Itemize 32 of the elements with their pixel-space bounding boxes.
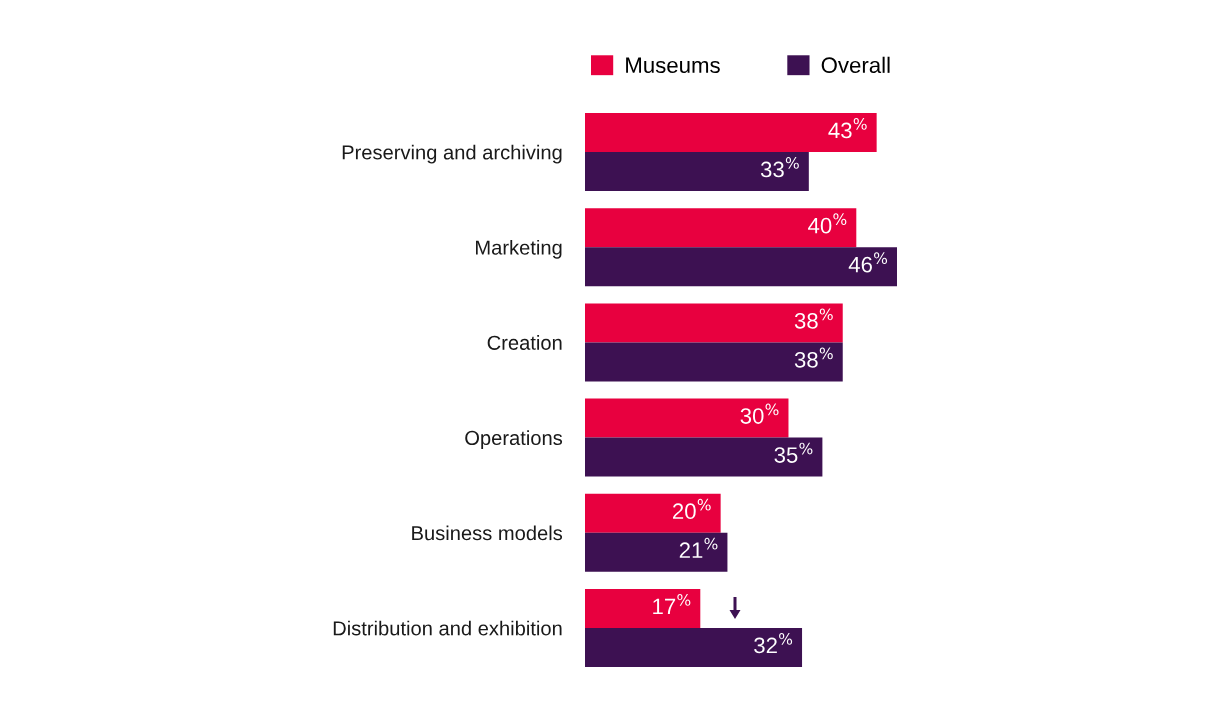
- data-label: 33$^{%}$: [760, 157, 799, 178]
- bar: [585, 398, 789, 438]
- data-label: 38$^{%}$: [794, 347, 833, 368]
- data-label: 35$^{%}$: [774, 442, 813, 463]
- bar: [585, 208, 857, 248]
- bar: [585, 588, 701, 628]
- data-label: 21$^{%}$: [679, 537, 718, 558]
- bar: [585, 247, 897, 287]
- bar: [585, 627, 803, 667]
- bar: [585, 437, 823, 477]
- bar: [585, 532, 728, 572]
- y-tick-label: Preserving and archiving: [342, 144, 562, 164]
- bar: [585, 152, 809, 192]
- data-label: 46$^{%}$: [848, 252, 888, 273]
- y-tick-label: Marketing: [476, 239, 562, 259]
- legend-label: Museums: [626, 57, 720, 74]
- y-tick-label: Operations: [465, 430, 563, 450]
- y-tick-label: Distribution and exhibition: [333, 620, 562, 636]
- y-tick-label: Business models: [412, 525, 563, 541]
- legend-label: Overall: [821, 56, 890, 74]
- data-label: 30$^{%}$: [740, 403, 779, 424]
- bar: [585, 113, 877, 153]
- bar: [585, 303, 843, 343]
- bar: [585, 493, 721, 533]
- bar: [585, 342, 843, 382]
- data-label: 43$^{%}$: [828, 118, 867, 139]
- data-label: 17$^{%}$: [653, 593, 691, 615]
- y-tick-label: Creation: [487, 335, 562, 350]
- data-label: 40$^{%}$: [808, 213, 847, 234]
- data-label: 32$^{%}$: [754, 633, 793, 654]
- data-label: 20$^{%}$: [672, 498, 711, 520]
- data-label: 38$^{%}$: [794, 308, 833, 329]
